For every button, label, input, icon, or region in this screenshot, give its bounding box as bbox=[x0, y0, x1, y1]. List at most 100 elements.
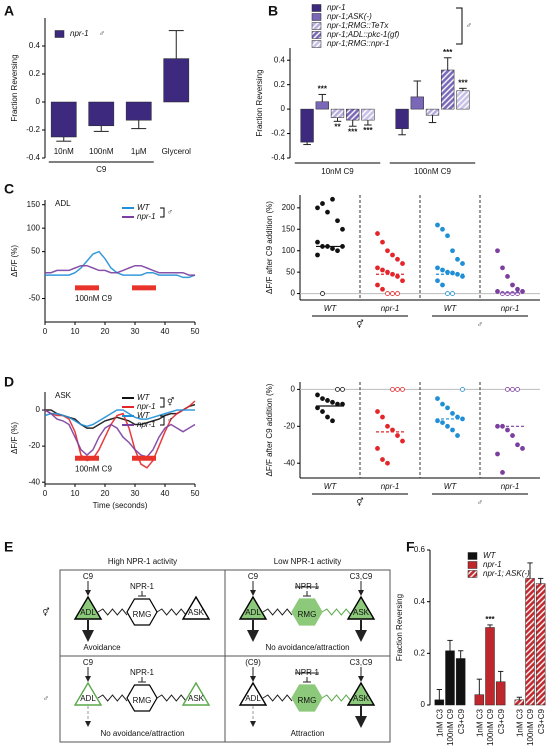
y-tick-label: 100 bbox=[282, 246, 296, 255]
panel-letter: B bbox=[268, 3, 278, 19]
data-point bbox=[505, 274, 510, 279]
data-point bbox=[395, 386, 400, 392]
x-tick-label: 100nM C9 bbox=[446, 708, 455, 745]
neuron-triangle bbox=[73, 595, 103, 620]
y-tick-label: 50 bbox=[31, 247, 40, 256]
bar bbox=[395, 108, 409, 129]
y-tick-label: 0 bbox=[281, 104, 286, 113]
panel-letter: A bbox=[4, 3, 14, 19]
sex-symbol: ♂ bbox=[477, 498, 483, 507]
neuron-label: ASK bbox=[188, 608, 205, 617]
bar bbox=[455, 658, 466, 706]
legend-label: npr-1 bbox=[137, 402, 156, 411]
data-point bbox=[500, 265, 505, 271]
bar bbox=[425, 108, 440, 116]
data-point bbox=[400, 278, 405, 284]
y-tick-label: 0 bbox=[291, 289, 296, 298]
y-axis-label: ΔF/F after C9 addition (%) bbox=[265, 201, 274, 294]
x-tick-label: npr-1 bbox=[381, 482, 400, 491]
data-point bbox=[375, 265, 380, 271]
data-point bbox=[445, 291, 450, 296]
neuron-label: RMG bbox=[133, 610, 152, 619]
sex-symbol: ♂ bbox=[466, 21, 472, 30]
data-point bbox=[395, 433, 400, 438]
data-point bbox=[320, 409, 325, 414]
neuron-hexagon bbox=[126, 598, 158, 626]
sex-symbol: ⚥ bbox=[356, 319, 363, 329]
x-tick-label: WT bbox=[444, 304, 458, 313]
data-point bbox=[460, 261, 465, 266]
data-point bbox=[450, 248, 455, 254]
x-tick-label: 20 bbox=[101, 327, 110, 336]
neuron-triangle bbox=[73, 681, 103, 706]
bar bbox=[445, 650, 455, 706]
data-point bbox=[325, 209, 330, 215]
neuron-label: ADL bbox=[80, 608, 96, 617]
neuron-triangle bbox=[346, 595, 376, 620]
x-tick-label: 1nM C3 bbox=[475, 708, 484, 737]
outcome-label: No avoidance/attraction bbox=[100, 729, 184, 738]
neuron-triangle bbox=[238, 595, 268, 620]
legend-swatch bbox=[311, 40, 322, 48]
data-point bbox=[335, 218, 340, 224]
data-point bbox=[460, 274, 465, 279]
x-tick-label: WT bbox=[324, 482, 338, 491]
sex-symbol: ⚥ bbox=[42, 607, 49, 617]
legend-label: npr-1 bbox=[327, 3, 346, 12]
gap-junction bbox=[156, 608, 187, 616]
x-tick-label: WT bbox=[324, 304, 338, 313]
data-point bbox=[320, 396, 325, 402]
legend-swatch bbox=[467, 570, 478, 578]
data-point bbox=[390, 386, 395, 392]
input-label: C9 bbox=[83, 658, 94, 667]
data-point bbox=[440, 401, 445, 407]
panel-letter: C bbox=[4, 181, 14, 197]
data-point bbox=[510, 386, 515, 392]
data-point bbox=[440, 420, 445, 426]
y-tick-label: 200 bbox=[282, 203, 296, 212]
significance: *** bbox=[458, 78, 468, 87]
y-tick-label: 0.4 bbox=[274, 55, 286, 64]
y-tick-label: 50 bbox=[286, 267, 295, 276]
neuron-hexagon bbox=[291, 598, 323, 626]
x-tick-label: npr-1 bbox=[501, 482, 520, 491]
bar bbox=[163, 58, 190, 103]
y-tick-label: 0.6 bbox=[414, 545, 426, 554]
panel-letter: F bbox=[406, 539, 415, 555]
neuron-hexagon bbox=[126, 684, 158, 712]
significance: *** bbox=[318, 85, 328, 94]
neuron-label: RMG bbox=[298, 696, 317, 705]
legend-swatch bbox=[467, 552, 478, 560]
neuron-triangle bbox=[181, 681, 211, 706]
data-point bbox=[340, 386, 345, 392]
bar bbox=[514, 699, 525, 706]
data-point bbox=[390, 291, 395, 296]
legend-label: WT bbox=[483, 551, 497, 560]
data-point bbox=[375, 231, 380, 236]
legend-label: npr-1;RMG::TeTx bbox=[327, 21, 389, 30]
bar bbox=[441, 69, 455, 110]
data-point bbox=[320, 201, 325, 206]
x-tick-label: npr-1 bbox=[501, 304, 520, 313]
y-tick-label: -40 bbox=[28, 477, 40, 486]
legend-label: npr-1 bbox=[483, 560, 502, 569]
chart-title: ADL bbox=[55, 199, 71, 208]
y-tick-label: 0.2 bbox=[414, 648, 426, 657]
series-line bbox=[44, 400, 196, 469]
data-point bbox=[515, 286, 520, 292]
column-title: Low NPR-1 activity bbox=[274, 557, 342, 566]
data-point bbox=[380, 457, 385, 462]
y-axis-label: ΔF/F after C9 addition (%) bbox=[265, 383, 274, 476]
x-tick-label: 100nM C9 bbox=[526, 708, 535, 745]
chart-title: ASK bbox=[55, 391, 72, 400]
legend-swatch bbox=[311, 31, 322, 39]
y-axis-label: ΔF/F (%) bbox=[10, 422, 19, 454]
neuron-triangle bbox=[346, 681, 376, 706]
x-tick-label: 10 bbox=[71, 489, 80, 498]
gap-junction bbox=[262, 608, 293, 616]
cell-box bbox=[224, 655, 391, 743]
data-point bbox=[515, 442, 520, 448]
x-tick-label: 20 bbox=[101, 489, 110, 498]
significance: *** bbox=[363, 126, 373, 135]
stimulus-label: 100nM C9 bbox=[75, 464, 112, 473]
